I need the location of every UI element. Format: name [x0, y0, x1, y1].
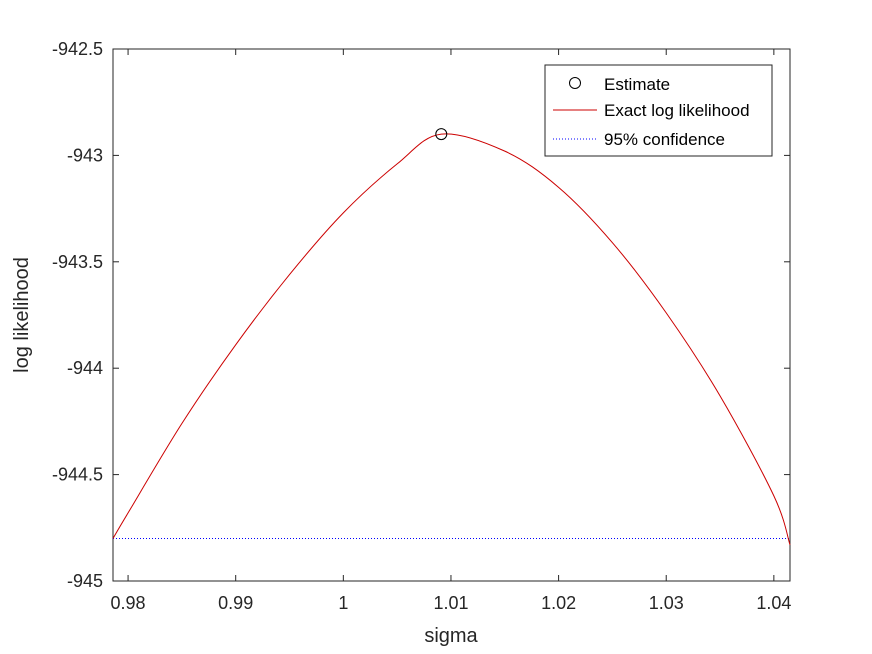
y-tick-label: -944.5	[52, 465, 103, 485]
x-axis-ticks: 0.98 0.99 1 1.01 1.02 1.03 1.04	[111, 49, 791, 613]
y-tick-label: -943.5	[52, 252, 103, 272]
y-tick-label: -945	[67, 571, 103, 591]
legend-entry-estimate: Estimate	[569, 75, 670, 94]
x-tick-label: 0.99	[218, 593, 253, 613]
y-axis-title: log likelihood	[11, 257, 33, 373]
y-axis-ticks: -942.5 -943 -943.5 -944 -944.5 -945	[52, 39, 790, 591]
legend-label-exact-log-likelihood: Exact log likelihood	[604, 101, 750, 120]
x-tick-label: 1.01	[433, 593, 468, 613]
y-tick-label: -944	[67, 358, 103, 378]
x-tick-label: 1.02	[541, 593, 576, 613]
log-likelihood-curve	[112, 133, 791, 545]
y-tick-label: -942.5	[52, 39, 103, 59]
estimate-point	[435, 128, 448, 141]
legend-entry-95-confidence: 95% confidence	[553, 130, 725, 149]
legend-circle-marker-icon	[569, 77, 581, 89]
series-layer	[112, 128, 791, 545]
x-tick-label: 1.03	[649, 593, 684, 613]
x-tick-label: 0.98	[111, 593, 146, 613]
plot-area-frame	[112, 48, 791, 582]
legend-label-estimate: Estimate	[604, 75, 670, 94]
legend: Estimate Exact log likelihood 95% confid…	[544, 64, 773, 157]
x-tick-label: 1	[338, 593, 348, 613]
y-tick-label: -943	[67, 145, 103, 165]
legend-label-95-confidence: 95% confidence	[604, 130, 725, 149]
x-tick-label: 1.04	[756, 593, 791, 613]
x-axis-title: sigma	[424, 625, 478, 647]
legend-entry-exact-log-likelihood: Exact log likelihood	[553, 101, 750, 120]
